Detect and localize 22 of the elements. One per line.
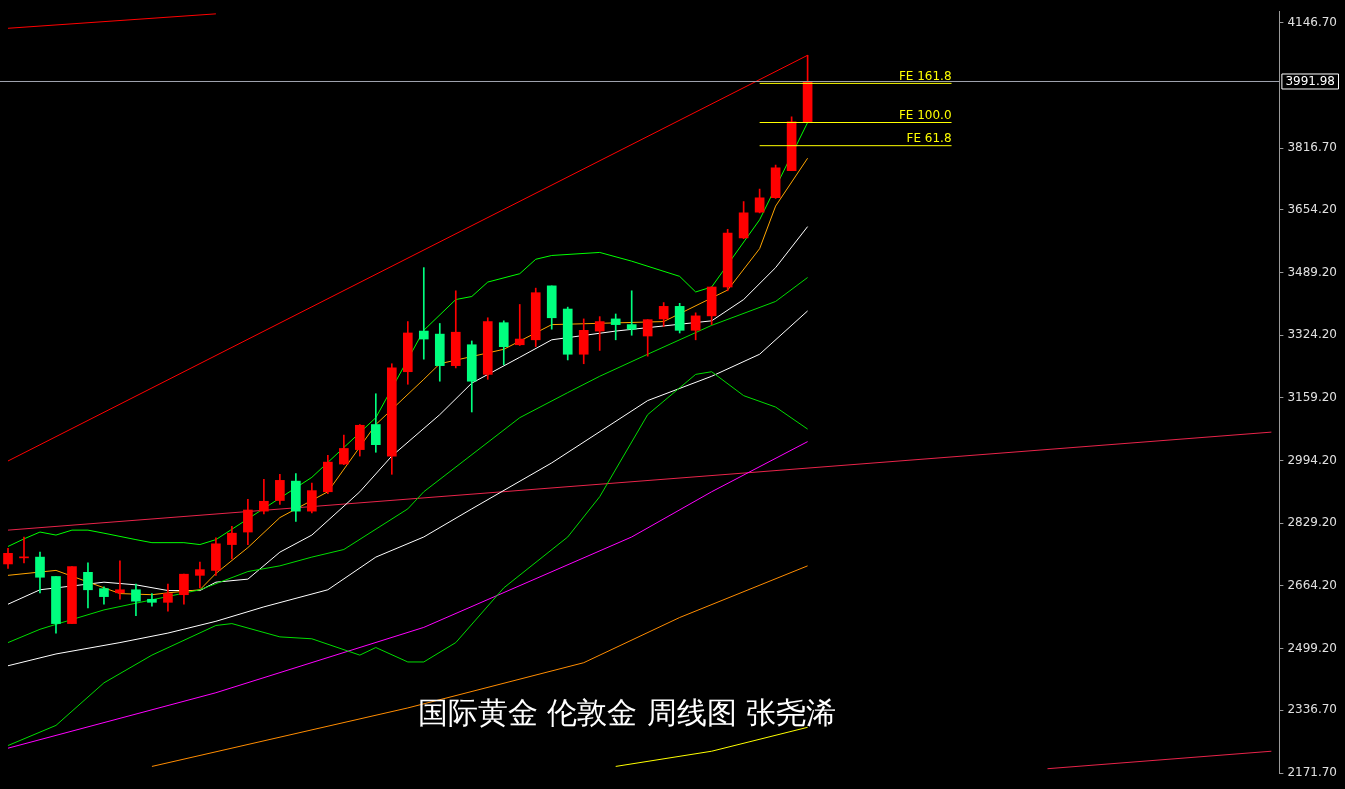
ref-line-label: 3991.98 xyxy=(1285,73,1335,88)
text: 国际黄金 伦敦金 周线图 张尧浠 xyxy=(417,694,837,730)
ref-line-label: FE 161.8 xyxy=(898,68,952,83)
y-tick-label: 2994.20 xyxy=(1287,452,1337,467)
ref-line-label: FE 61.8 xyxy=(906,130,952,145)
candlestick xyxy=(418,267,429,360)
y-tick-label: 2171.70 xyxy=(1287,765,1337,780)
y-tick-label: 4146.70 xyxy=(1287,14,1337,29)
y-tick-label: 2829.20 xyxy=(1287,515,1337,530)
candlestick xyxy=(115,560,125,600)
y-tick-label: 2336.70 xyxy=(1287,702,1337,717)
y-tick-label: 3489.20 xyxy=(1287,264,1337,279)
y-tick-label: 3324.20 xyxy=(1287,327,1337,342)
y-tick-label: 2664.20 xyxy=(1287,578,1337,593)
candlestick xyxy=(514,304,525,346)
candlestick xyxy=(626,290,637,336)
y-tick-label: 3654.20 xyxy=(1287,201,1337,216)
candlestick xyxy=(610,313,621,341)
ref-line-label: FE 100.0 xyxy=(898,107,952,122)
y-tick-label: 2499.20 xyxy=(1287,640,1337,655)
y-tick-label: 3816.70 xyxy=(1287,140,1337,155)
y-tick-label: 3159.20 xyxy=(1287,389,1337,404)
